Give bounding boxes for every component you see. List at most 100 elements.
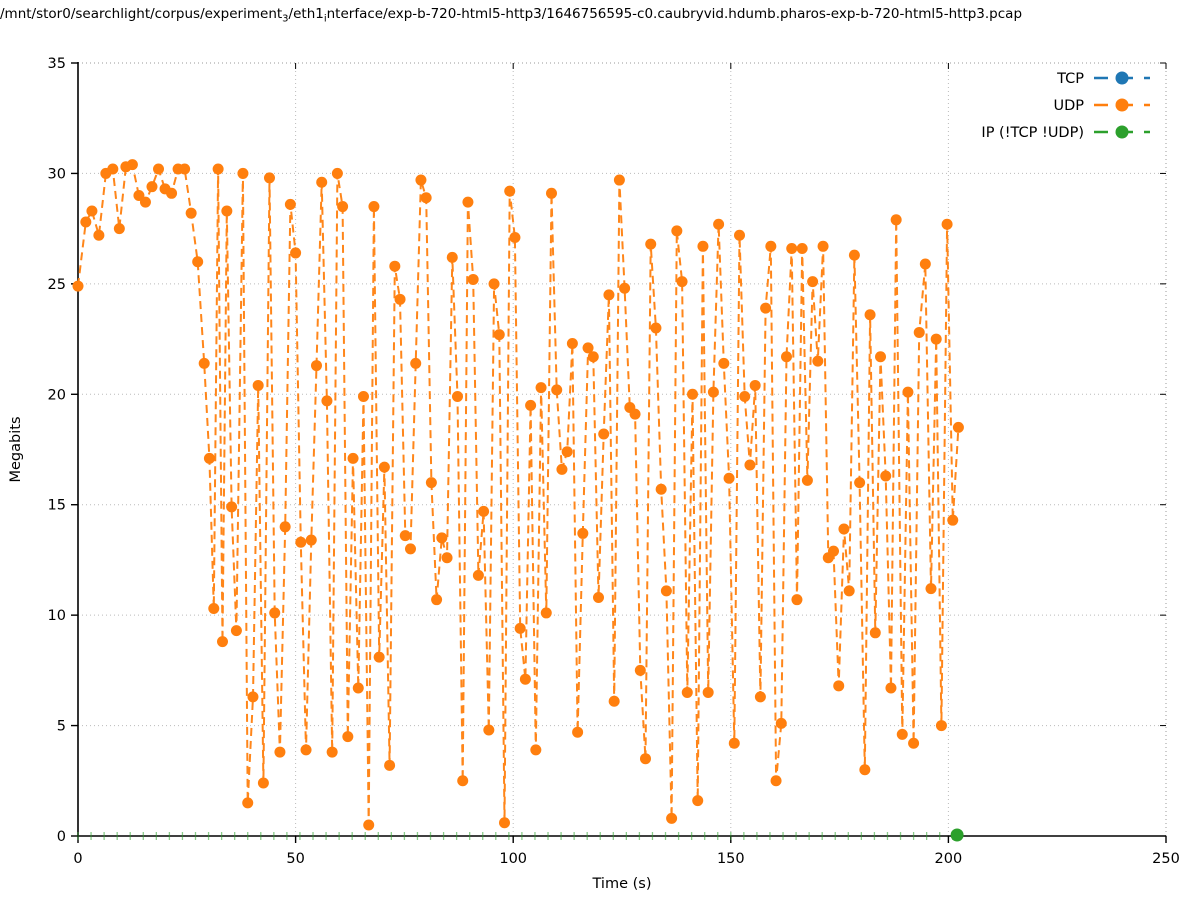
x-tick-label: 200: [935, 851, 963, 867]
x-tick-label: 100: [499, 851, 527, 867]
udp-point: [828, 545, 840, 557]
udp-point: [556, 463, 568, 475]
udp-point: [645, 238, 657, 250]
udp-point: [687, 388, 699, 400]
udp-point: [462, 196, 474, 208]
udp-point: [431, 594, 443, 606]
udp-point: [760, 302, 772, 314]
udp-point: [608, 695, 620, 707]
title-subscript-i: i: [323, 13, 327, 25]
udp-point: [890, 214, 902, 226]
udp-point: [919, 258, 931, 270]
udp-point: [817, 240, 829, 252]
udp-point: [269, 607, 281, 619]
udp-point: [913, 326, 925, 338]
udp-line: [77, 163, 960, 826]
udp-point: [577, 527, 589, 539]
udp-point: [519, 673, 531, 685]
udp-point: [561, 446, 573, 458]
udp-point: [796, 243, 808, 255]
x-tick-label: 0: [73, 851, 82, 867]
udp-point: [226, 501, 238, 513]
udp-point: [493, 329, 505, 341]
udp-point: [514, 622, 526, 634]
udp-point: [592, 591, 604, 603]
udp-point: [947, 514, 959, 526]
udp-point: [404, 543, 416, 555]
x-axis-label: Time (s): [592, 876, 652, 892]
udp-point: [535, 382, 547, 394]
udp-point: [707, 386, 719, 398]
udp-point: [378, 461, 390, 473]
y-tick-label: 5: [57, 719, 66, 735]
udp-point: [587, 351, 599, 363]
udp-point: [139, 196, 151, 208]
udp-point: [525, 399, 537, 411]
x-tick-label: 150: [717, 851, 745, 867]
udp-point: [216, 636, 228, 648]
title-part1: /mnt/stor0/searchlight/corpus/experiment: [0, 6, 283, 22]
udp-point: [896, 728, 908, 740]
udp-point: [598, 428, 610, 440]
y-tick-label: 30: [48, 166, 66, 182]
udp-point: [545, 187, 557, 199]
udp-point: [257, 777, 269, 789]
y-tick-label: 0: [57, 829, 66, 845]
udp-point: [263, 172, 275, 184]
udp-point: [483, 724, 495, 736]
udp-point: [676, 276, 688, 288]
udp-point: [230, 625, 242, 637]
legend-label-tcp: TCP: [1056, 71, 1084, 87]
udp-point: [93, 229, 105, 241]
udp-point: [739, 390, 751, 402]
udp-point: [770, 775, 782, 787]
udp-point: [902, 386, 914, 398]
udp-point: [153, 163, 165, 175]
udp-point: [247, 691, 259, 703]
udp-point: [952, 421, 964, 433]
legend-label-ip-tcp-udp: IP (!TCP !UDP): [981, 125, 1084, 141]
udp-point: [786, 243, 798, 255]
udp-point: [284, 198, 296, 210]
udp-point: [880, 470, 892, 482]
title-subscript-3: 3: [282, 13, 289, 25]
udp-point: [198, 357, 210, 369]
title-part2: /eth1: [288, 6, 324, 22]
udp-point: [425, 477, 437, 489]
udp-point: [192, 256, 204, 268]
udp-point: [80, 216, 92, 228]
udp-point: [295, 536, 307, 548]
udp-point: [347, 452, 359, 464]
udp-point: [775, 717, 787, 729]
udp-point: [457, 775, 469, 787]
udp-point: [572, 726, 584, 738]
udp-point: [619, 282, 631, 294]
ip-end-point: [950, 828, 964, 842]
udp-point: [509, 231, 521, 243]
udp-point: [640, 753, 652, 765]
udp-point: [713, 218, 725, 230]
udp-point: [655, 483, 667, 495]
udp-point: [242, 797, 254, 809]
udp-point: [530, 744, 542, 756]
udp-point: [941, 218, 953, 230]
udp-point: [352, 682, 364, 694]
udp-point: [436, 532, 448, 544]
udp-point: [723, 472, 735, 484]
udp-point: [875, 351, 887, 363]
udp-point: [885, 682, 897, 694]
udp-point: [166, 187, 178, 199]
y-tick-label: 15: [48, 498, 66, 514]
udp-point: [734, 229, 746, 241]
udp-point: [310, 360, 322, 372]
udp-point: [126, 159, 138, 171]
udp-point: [848, 249, 860, 261]
udp-point: [478, 505, 490, 517]
udp-point: [113, 223, 125, 235]
udp-point: [146, 181, 158, 193]
udp-point: [582, 342, 594, 354]
udp-point: [838, 523, 850, 535]
udp-point: [908, 737, 920, 749]
udp-point: [389, 260, 401, 272]
